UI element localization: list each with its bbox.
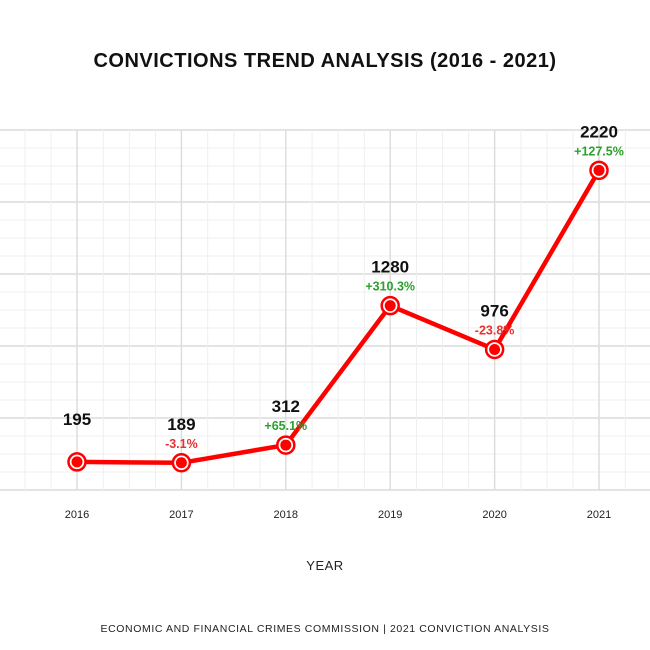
x-axis-label: YEAR xyxy=(306,558,344,573)
data-point xyxy=(67,452,87,472)
data-points xyxy=(67,160,609,473)
x-tick-label: 2021 xyxy=(587,509,611,521)
data-value-label: 976 xyxy=(480,301,508,320)
data-value-label: 2220 xyxy=(580,122,618,141)
data-point xyxy=(589,160,609,181)
data-change-label: +310.3% xyxy=(365,280,415,294)
x-tick-label: 2017 xyxy=(169,509,193,521)
data-change-label: -3.1% xyxy=(165,437,198,451)
series-line xyxy=(74,168,602,466)
data-value-label: 312 xyxy=(272,397,300,416)
x-tick-label: 2019 xyxy=(378,509,402,521)
x-tick-labels: 2016 2017 2018 2019 2020 2021 xyxy=(65,509,611,521)
data-value-label: 189 xyxy=(167,415,195,434)
grid xyxy=(0,129,650,491)
x-tick-label: 2018 xyxy=(274,509,298,521)
footer-caption: ECONOMIC AND FINANCIAL CRIMES COMMISSION… xyxy=(100,623,550,635)
chart-title: CONVICTIONS TREND ANALYSIS (2016 - 2021) xyxy=(93,50,557,72)
data-point xyxy=(276,435,296,455)
series-line-layer xyxy=(74,168,602,466)
data-change-label: +65.1% xyxy=(264,419,307,433)
data-change-label: +127.5% xyxy=(574,144,624,158)
data-value-label: 195 xyxy=(63,410,91,429)
x-tick-label: 2020 xyxy=(482,509,506,521)
data-change-label: -23.8% xyxy=(475,323,515,337)
data-point xyxy=(380,295,400,316)
x-tick-label: 2016 xyxy=(65,509,89,521)
data-point xyxy=(171,453,192,473)
data-value-label: 1280 xyxy=(371,258,409,277)
data-point xyxy=(484,339,505,360)
data-labels: 195 189 -3.1% 312 +65.1% 1280 +310.3% 976 -23.8%… xyxy=(63,122,624,450)
